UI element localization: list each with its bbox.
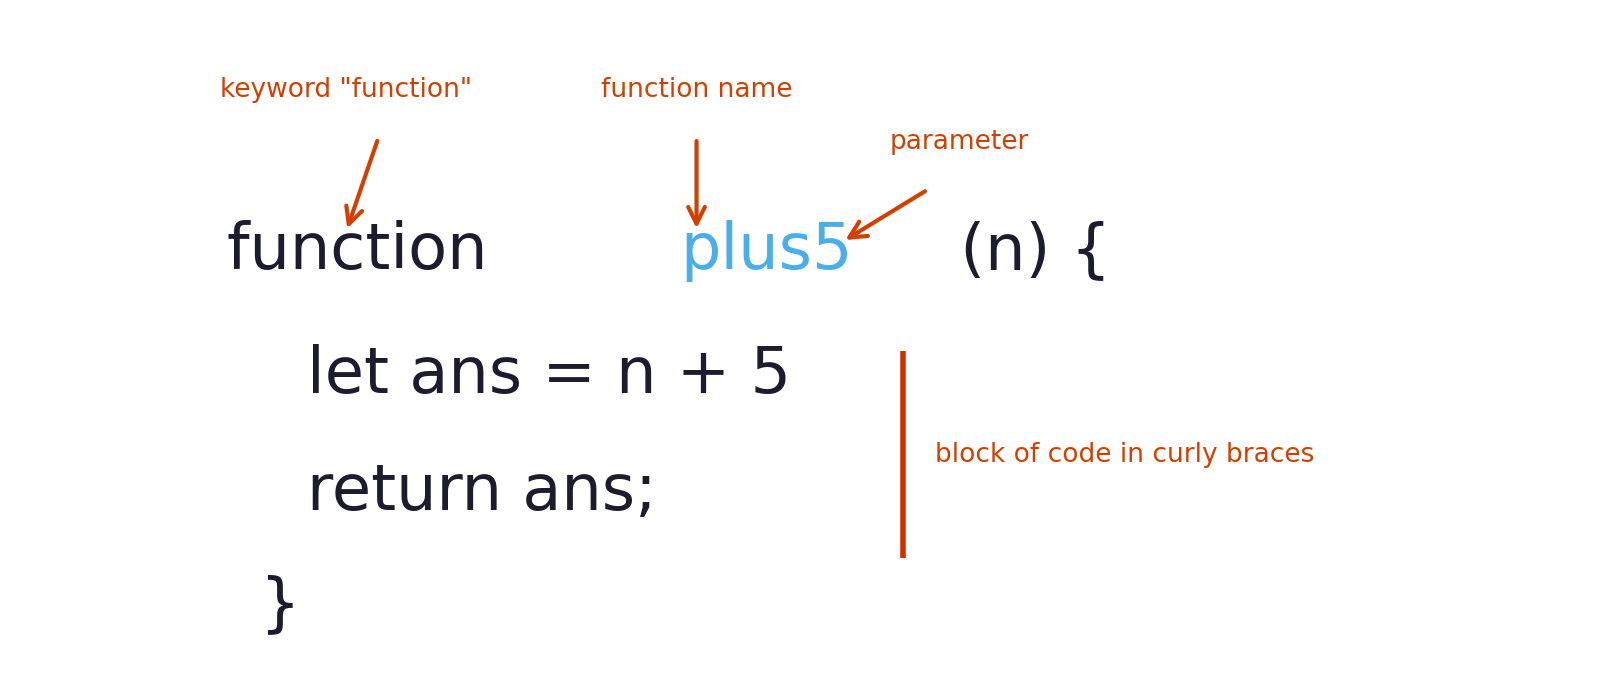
Text: keyword "function": keyword "function" bbox=[221, 77, 472, 103]
Text: plus5: plus5 bbox=[680, 220, 853, 282]
Text: return ans;: return ans; bbox=[307, 461, 656, 523]
Text: function: function bbox=[227, 220, 507, 282]
Text: parameter: parameter bbox=[890, 129, 1029, 155]
Text: let ans = n + 5: let ans = n + 5 bbox=[307, 344, 790, 406]
Text: function name: function name bbox=[600, 77, 792, 103]
Text: (n) {: (n) { bbox=[941, 220, 1112, 282]
Text: }: } bbox=[259, 574, 299, 636]
Text: block of code in curly braces: block of code in curly braces bbox=[936, 441, 1315, 468]
